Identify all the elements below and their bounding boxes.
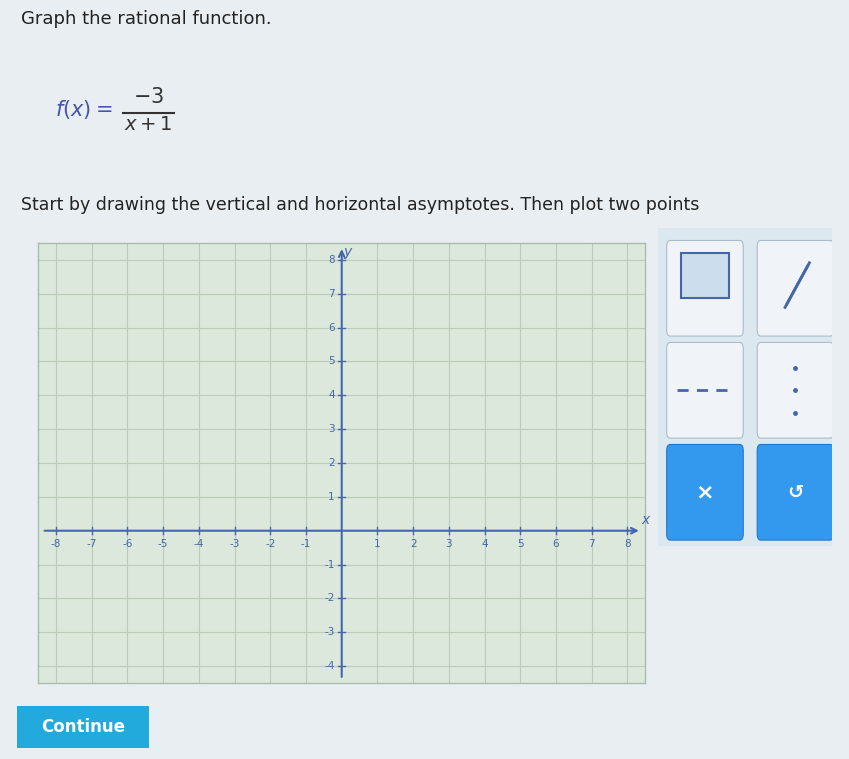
Text: 6: 6 — [328, 323, 335, 332]
Text: $f(x)=$: $f(x)=$ — [55, 98, 113, 121]
FancyBboxPatch shape — [666, 241, 743, 336]
Text: 2: 2 — [328, 458, 335, 468]
FancyBboxPatch shape — [666, 445, 743, 540]
Text: -5: -5 — [158, 539, 168, 550]
Text: 3: 3 — [328, 424, 335, 434]
Text: -3: -3 — [324, 627, 335, 638]
FancyBboxPatch shape — [666, 342, 743, 438]
Text: 4: 4 — [481, 539, 488, 550]
Text: Graph the rational function.: Graph the rational function. — [21, 11, 272, 29]
Text: -1: -1 — [324, 559, 335, 569]
Text: Continue: Continue — [41, 718, 125, 735]
Text: ×: × — [695, 482, 714, 502]
Text: 5: 5 — [328, 357, 335, 367]
Text: 7: 7 — [328, 288, 335, 299]
FancyBboxPatch shape — [757, 342, 834, 438]
Text: $-3$: $-3$ — [133, 87, 164, 107]
Text: y: y — [343, 244, 351, 259]
Text: 1: 1 — [328, 492, 335, 502]
Text: -8: -8 — [51, 539, 61, 550]
Text: 2: 2 — [410, 539, 417, 550]
Text: -2: -2 — [265, 539, 275, 550]
FancyBboxPatch shape — [681, 254, 729, 298]
Text: -7: -7 — [87, 539, 97, 550]
Text: 7: 7 — [588, 539, 595, 550]
FancyBboxPatch shape — [7, 703, 159, 751]
Text: Start by drawing the vertical and horizontal asymptotes. Then plot two points: Start by drawing the vertical and horizo… — [21, 196, 700, 213]
Text: -6: -6 — [122, 539, 132, 550]
Text: ↺: ↺ — [787, 483, 804, 502]
Text: -1: -1 — [301, 539, 312, 550]
Text: -4: -4 — [194, 539, 204, 550]
Text: 3: 3 — [446, 539, 453, 550]
Text: $x+1$: $x+1$ — [124, 115, 173, 134]
FancyBboxPatch shape — [757, 241, 834, 336]
Text: -3: -3 — [229, 539, 239, 550]
Text: -2: -2 — [324, 594, 335, 603]
Text: 5: 5 — [517, 539, 524, 550]
Text: 8: 8 — [328, 255, 335, 265]
FancyBboxPatch shape — [655, 218, 835, 556]
Text: 4: 4 — [328, 390, 335, 400]
FancyBboxPatch shape — [757, 445, 834, 540]
Text: 1: 1 — [374, 539, 380, 550]
Text: 8: 8 — [624, 539, 631, 550]
Text: -4: -4 — [324, 661, 335, 671]
Text: x: x — [641, 513, 649, 528]
Text: 6: 6 — [553, 539, 559, 550]
